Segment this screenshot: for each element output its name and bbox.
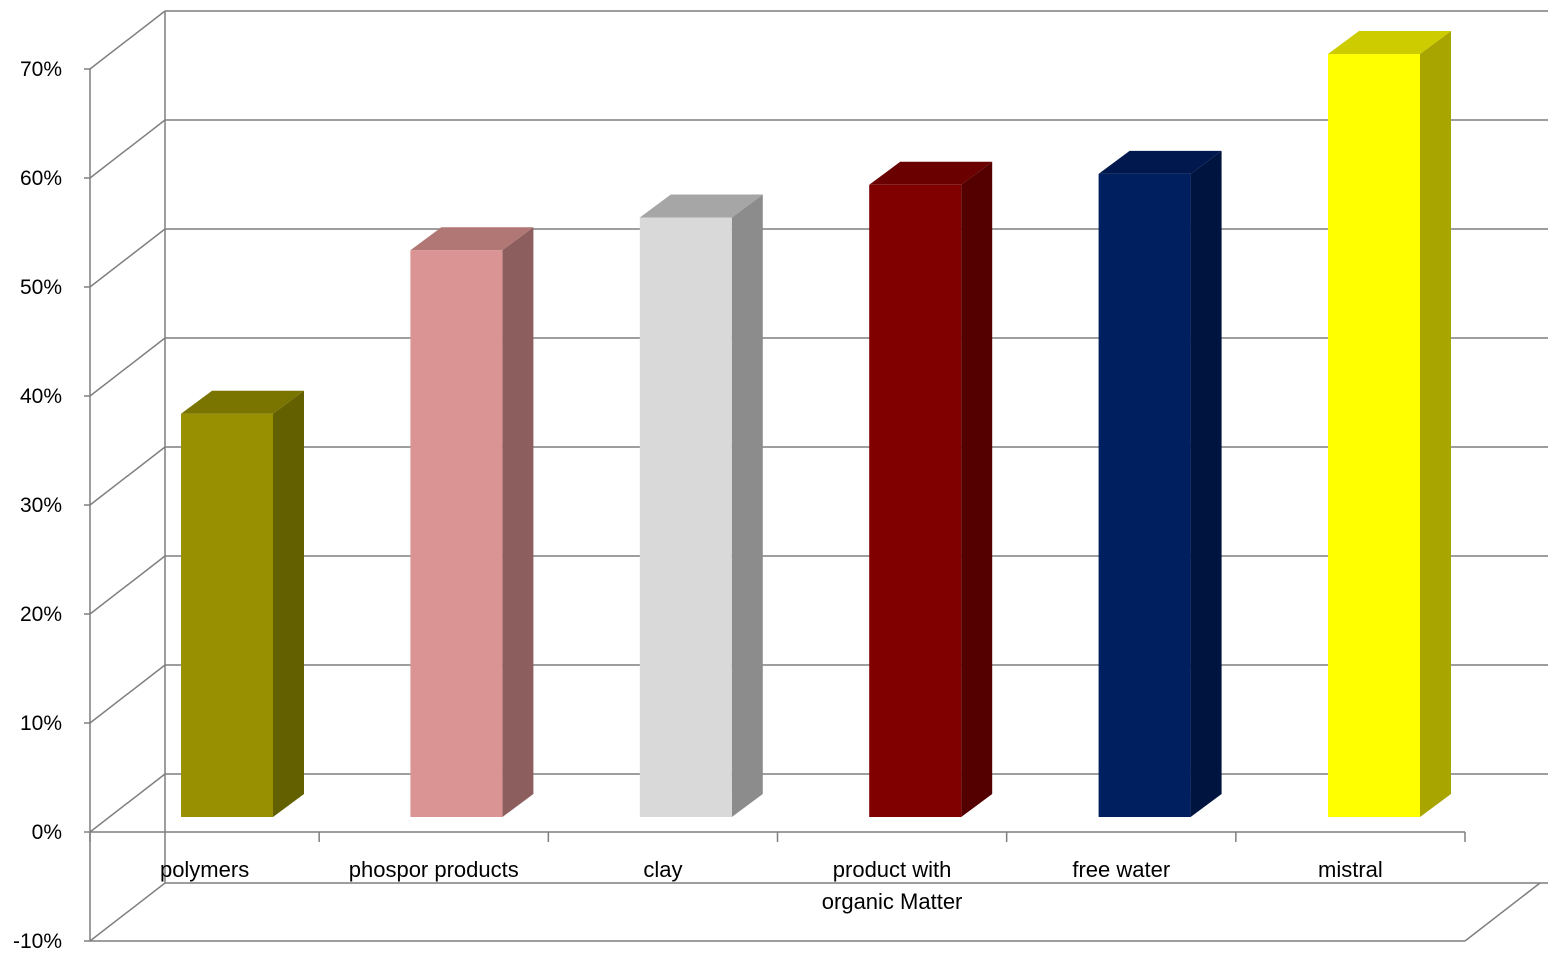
bar-5 [1099,151,1222,817]
gridline-side-70 [90,11,165,69]
gridline-side-30 [90,447,165,505]
bar-front [640,218,732,818]
x-category-label: product with organic Matter [822,857,963,914]
y-tick-label: 30% [20,494,62,517]
x-category-label-line: product with [833,857,952,882]
bar-front [181,414,273,817]
bar-side [732,195,763,818]
x-category-label: free water [1072,857,1170,882]
floor-right-edge [1465,883,1540,941]
x-category-label-line: clay [643,857,682,882]
gridline-side-20 [90,556,165,614]
x-category-label-line: polymers [160,857,249,882]
x-category-labels: polymers phospor products clay product with… [160,857,1383,914]
bar-front [869,185,961,817]
bar-front [1328,54,1420,817]
gridline-side-10 [90,665,165,723]
x-category-label: clay [643,857,682,882]
bar-front [410,250,502,817]
bars [181,31,1451,817]
x-category-label-line: organic Matter [822,889,963,914]
x-category-label: polymers [160,857,249,882]
x-category-label: mistral [1318,857,1383,882]
bar-side [273,391,304,817]
y-tick-label: -10% [13,930,62,953]
y-tick-label: 50% [20,276,62,299]
gridline-side-0 [90,774,165,832]
y-tick-label: 60% [20,167,62,190]
bar-side [1191,151,1222,817]
gridline-side-50 [90,229,165,287]
gridline-side-40 [90,338,165,396]
bar-side [961,162,992,817]
bar-side [502,227,533,817]
bar-side [1420,31,1451,817]
y-tick-label: 40% [20,385,62,408]
x-category-label-line: phospor products [349,857,519,882]
bar-4 [869,162,992,817]
gridline-side--10 [90,883,165,941]
bar-1 [181,391,304,817]
gridline-side-60 [90,120,165,178]
bar-front [1099,174,1191,817]
x-category-label-line: mistral [1318,857,1383,882]
y-tick-label: 10% [20,712,62,735]
y-tick-label: 20% [20,603,62,626]
y-tick-labels: -10% 0% 10% 20% 30% 40% 50% 60% 70% [13,58,62,953]
bar-6 [1328,31,1451,817]
bar-2 [410,227,533,817]
y-tick-label: 0% [32,821,62,844]
bar-3 [640,195,763,818]
x-category-label: phospor products [349,857,519,882]
y-tick-label: 70% [20,58,62,81]
x-category-label-line: free water [1072,857,1170,882]
